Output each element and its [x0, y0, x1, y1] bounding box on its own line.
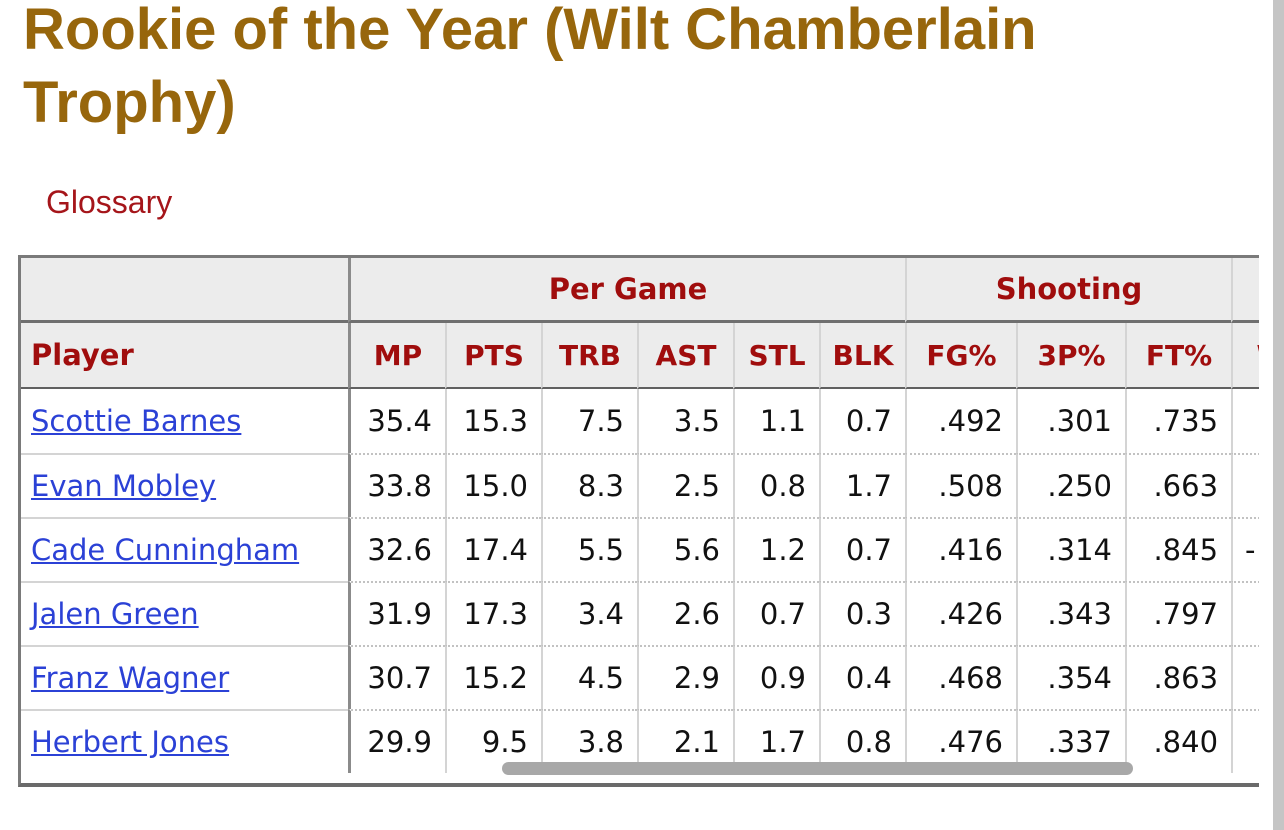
stat-cell: 8.3 — [541, 453, 637, 517]
stat-cell: .416 — [905, 517, 1016, 581]
col-header-ft-pct[interactable]: FT% — [1125, 323, 1232, 389]
stat-cell — [1231, 453, 1259, 517]
stat-cell: 0.4 — [819, 645, 905, 709]
group-header-advanced — [1231, 258, 1259, 323]
stat-cell: 3.5 — [637, 389, 733, 453]
stat-cell: 0.8 — [819, 709, 905, 773]
stat-cell: 0.8 — [733, 453, 819, 517]
table-row: Herbert Jones 29.9 9.5 3.8 2.1 1.7 0.8.476.33… — [21, 709, 1259, 773]
group-header-per-game: Per Game — [348, 258, 905, 323]
stat-cell: 4.5 — [541, 645, 637, 709]
horizontal-scrollbar-thumb[interactable] — [502, 762, 1133, 775]
group-header-shooting: Shooting — [905, 258, 1232, 323]
stat-cell: .863 — [1125, 645, 1232, 709]
stat-cell: 2.6 — [637, 581, 733, 645]
col-header-ws[interactable]: WS — [1231, 323, 1259, 389]
table-row: Cade Cunningham 32.6 17.4 5.5 5.6 1.2 0.7.416… — [21, 517, 1259, 581]
player-cell: Jalen Green — [21, 581, 348, 645]
column-header-row: Player MP PTS TRB AST STL BLK FG% 3P% FT… — [21, 323, 1259, 389]
table-row: Evan Mobley 33.8 15.0 8.3 2.5 0.8 1.7.508.250… — [21, 453, 1259, 517]
stat-cell: .314 — [1016, 517, 1125, 581]
col-header-ast[interactable]: AST — [637, 323, 733, 389]
stat-cell: .343 — [1016, 581, 1125, 645]
stat-cell: .301 — [1016, 389, 1125, 453]
player-cell: Franz Wagner — [21, 645, 348, 709]
stat-cell: 0.9 — [733, 645, 819, 709]
stat-cell: .840 — [1125, 709, 1232, 773]
stat-cell: .663 — [1125, 453, 1232, 517]
stat-cell: .492 — [905, 389, 1016, 453]
stat-cell: 5.5 — [541, 517, 637, 581]
stat-cell: 2.5 — [637, 453, 733, 517]
stat-cell: 1.1 — [733, 389, 819, 453]
stat-cell: 17.3 — [445, 581, 541, 645]
stat-cell: .845 — [1125, 517, 1232, 581]
col-header-3p-pct[interactable]: 3P% — [1016, 323, 1125, 389]
stat-cell: 2.9 — [637, 645, 733, 709]
stat-cell: 9.5 — [445, 709, 541, 773]
player-link[interactable]: Evan Mobley — [31, 469, 217, 503]
stat-cell: 33.8 — [348, 453, 445, 517]
stat-cell: 32.6 — [348, 517, 445, 581]
roy-table: Per Game Shooting Player MP PTS TRB AST … — [21, 258, 1259, 773]
col-header-pts[interactable]: PTS — [445, 323, 541, 389]
stat-cell: 1.2 — [733, 517, 819, 581]
stat-cell: 31.9 — [348, 581, 445, 645]
stat-cell: .426 — [905, 581, 1016, 645]
stat-cell: 35.4 — [348, 389, 445, 453]
stat-cell: .735 — [1125, 389, 1232, 453]
col-header-stl[interactable]: STL — [733, 323, 819, 389]
vertical-scrollbar[interactable] — [1273, 0, 1284, 830]
stat-cell — [1231, 709, 1259, 773]
player-cell: Herbert Jones — [21, 709, 348, 773]
col-header-mp[interactable]: MP — [348, 323, 445, 389]
col-header-trb[interactable]: TRB — [541, 323, 637, 389]
player-link[interactable]: Franz Wagner — [31, 661, 230, 695]
table-row: Jalen Green 31.9 17.3 3.4 2.6 0.7 0.3.426.343… — [21, 581, 1259, 645]
stat-cell: 30.7 — [348, 645, 445, 709]
stat-cell — [1231, 645, 1259, 709]
glossary-link[interactable]: Glossary — [46, 184, 173, 220]
stat-cell: 0.7 — [819, 517, 905, 581]
group-header-blank — [21, 258, 348, 323]
player-cell: Evan Mobley — [21, 453, 348, 517]
col-header-player[interactable]: Player — [21, 323, 348, 389]
stat-cell: 15.3 — [445, 389, 541, 453]
stat-cell: 29.9 — [348, 709, 445, 773]
player-link[interactable]: Cade Cunningham — [31, 533, 300, 567]
stat-cell: .508 — [905, 453, 1016, 517]
stat-cell — [1231, 581, 1259, 645]
stat-cell: 0.7 — [819, 389, 905, 453]
player-link[interactable]: Herbert Jones — [31, 725, 229, 759]
table-row: Franz Wagner 30.7 15.2 4.5 2.9 0.9 0.4.468.35… — [21, 645, 1259, 709]
player-cell: Scottie Barnes — [21, 389, 348, 453]
stat-cell: 3.4 — [541, 581, 637, 645]
col-header-blk[interactable]: BLK — [819, 323, 905, 389]
player-link[interactable]: Scottie Barnes — [31, 404, 242, 438]
stat-cell: 1.7 — [819, 453, 905, 517]
table-row: Scottie Barnes 35.4 15.3 7.5 3.5 1.1 0.7.492.… — [21, 389, 1259, 453]
player-cell: Cade Cunningham — [21, 517, 348, 581]
stat-cell: - — [1231, 517, 1259, 581]
stat-cell: 5.6 — [637, 517, 733, 581]
stat-cell: 15.2 — [445, 645, 541, 709]
stat-cell: 15.0 — [445, 453, 541, 517]
player-link[interactable]: Jalen Green — [31, 597, 199, 631]
stat-cell: .250 — [1016, 453, 1125, 517]
stat-cell: .354 — [1016, 645, 1125, 709]
stat-cell — [1231, 389, 1259, 453]
stat-cell: .797 — [1125, 581, 1232, 645]
stat-cell: 0.3 — [819, 581, 905, 645]
stat-cell: .468 — [905, 645, 1016, 709]
roy-table-container[interactable]: Per Game Shooting Player MP PTS TRB AST … — [18, 255, 1259, 787]
group-header-row: Per Game Shooting — [21, 258, 1259, 323]
col-header-fg-pct[interactable]: FG% — [905, 323, 1016, 389]
roy-table-body: Scottie Barnes 35.4 15.3 7.5 3.5 1.1 0.7.492.… — [21, 389, 1259, 773]
stat-cell: 7.5 — [541, 389, 637, 453]
page-title: Rookie of the Year (Wilt Chamberlain Tro… — [23, 0, 1037, 135]
stat-cell: 0.7 — [733, 581, 819, 645]
stat-cell: 17.4 — [445, 517, 541, 581]
